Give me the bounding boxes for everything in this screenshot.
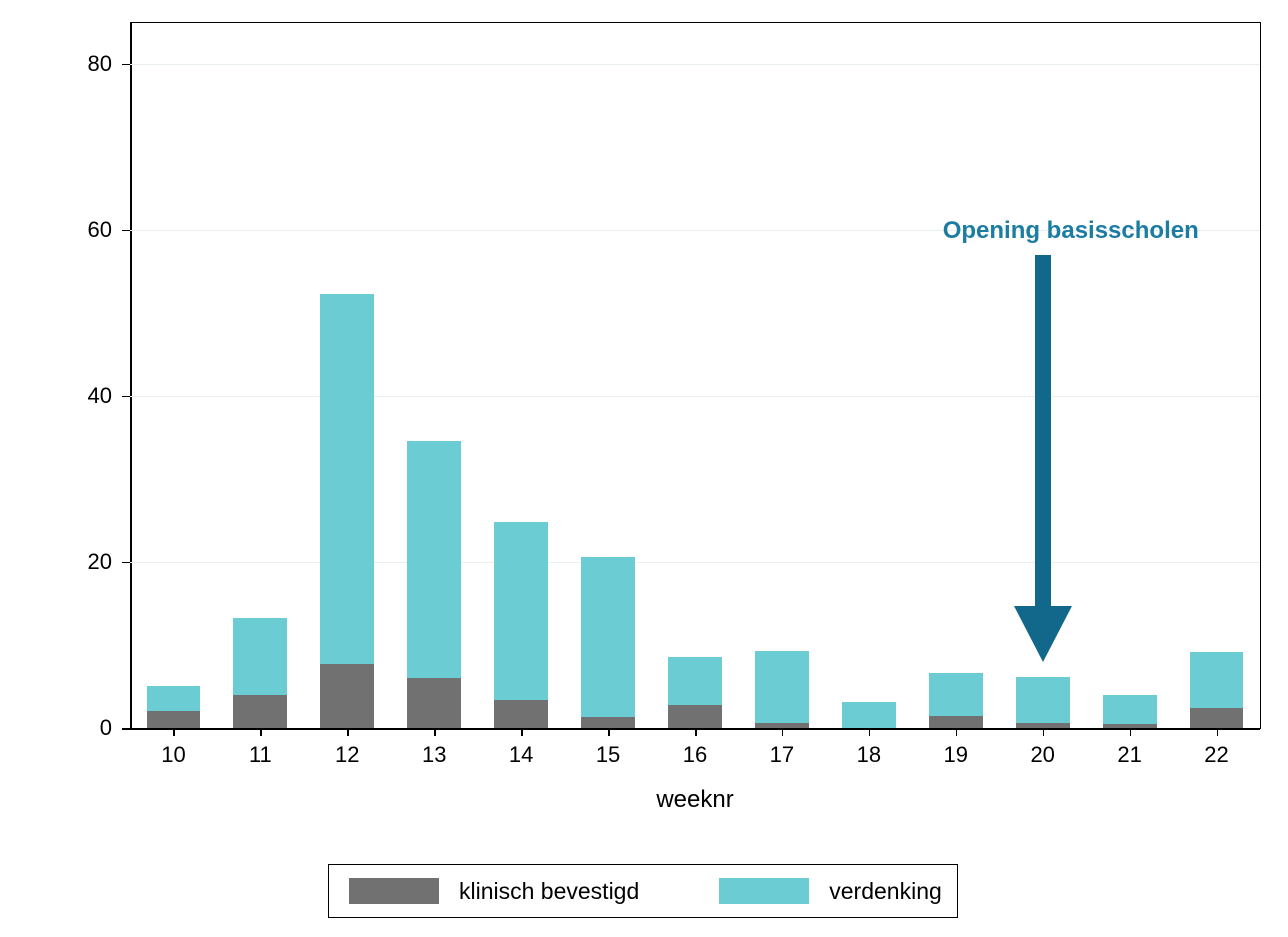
bar-verdenking [147, 686, 201, 711]
chart-container: 0 20 40 60 80 10 11 12 13 14 15 16 17 18 19 20 21 22 wee… [0, 0, 1288, 937]
x-tick-label: 11 [249, 742, 272, 768]
x-tick-label: 10 [161, 742, 185, 768]
bar-verdenking [494, 522, 548, 700]
x-tick-label: 12 [335, 742, 359, 768]
legend-label: verdenking [829, 878, 942, 905]
bar-klinisch_bevestigd [147, 711, 201, 728]
x-tick-mark [260, 728, 262, 736]
bar-klinisch_bevestigd [1103, 724, 1157, 728]
y-tick-label: 60 [0, 217, 112, 243]
x-tick-mark [869, 728, 871, 736]
bar-verdenking [1016, 677, 1070, 724]
x-tick-label: 21 [1117, 742, 1141, 768]
x-tick-mark [695, 728, 697, 736]
y-axis-line [130, 22, 132, 728]
x-tick-label: 19 [944, 742, 968, 768]
x-tick-label: 16 [683, 742, 707, 768]
bar-klinisch_bevestigd [407, 678, 461, 728]
x-tick-label: 22 [1204, 742, 1228, 768]
x-tick-mark [1130, 728, 1132, 736]
x-tick-label: 20 [1030, 742, 1054, 768]
bar-klinisch_bevestigd [668, 705, 722, 728]
y-tick-mark [122, 562, 130, 564]
bar-verdenking [1190, 652, 1244, 708]
bar-klinisch_bevestigd [755, 723, 809, 728]
y-tick-label: 0 [0, 715, 112, 741]
y-tick-label: 20 [0, 549, 112, 575]
bar-verdenking [668, 657, 722, 705]
x-tick-mark [1217, 728, 1219, 736]
bar-verdenking [320, 294, 374, 664]
annotation-label: Opening basisscholen [943, 217, 1199, 245]
bar-verdenking [581, 557, 635, 717]
legend-swatch [719, 878, 809, 904]
gridline [130, 64, 1260, 65]
y-tick-label: 80 [0, 51, 112, 77]
bar-klinisch_bevestigd [233, 695, 287, 728]
plot-area [130, 22, 1261, 729]
x-tick-mark [347, 728, 349, 736]
legend-item-verdenking: verdenking [719, 878, 942, 905]
legend-item-klinisch_bevestigd: klinisch bevestigd [349, 878, 639, 905]
bar-verdenking [233, 618, 287, 694]
bar-verdenking [407, 441, 461, 678]
legend: klinisch bevestigd verdenking [328, 864, 958, 918]
bar-klinisch_bevestigd [929, 716, 983, 728]
y-tick-mark [122, 64, 130, 66]
x-tick-mark [173, 728, 175, 736]
y-tick-mark [122, 230, 130, 232]
bar-verdenking [755, 651, 809, 723]
bar-verdenking [842, 702, 896, 728]
x-tick-mark [521, 728, 523, 736]
bar-klinisch_bevestigd [1190, 708, 1244, 728]
x-tick-label: 17 [770, 742, 794, 768]
bar-verdenking [929, 673, 983, 715]
legend-swatch [349, 878, 439, 904]
x-tick-mark [956, 728, 958, 736]
y-tick-mark [122, 728, 130, 730]
x-tick-label: 15 [596, 742, 620, 768]
y-tick-mark [122, 396, 130, 398]
x-tick-label: 13 [422, 742, 446, 768]
x-tick-label: 14 [509, 742, 533, 768]
bar-klinisch_bevestigd [581, 717, 635, 728]
bar-verdenking [1103, 695, 1157, 724]
x-tick-label: 18 [857, 742, 881, 768]
y-tick-label: 40 [0, 383, 112, 409]
x-axis-title: weeknr [656, 786, 733, 814]
x-tick-mark [1043, 728, 1045, 736]
gridline [130, 562, 1260, 563]
annotation-arrow-icon [1012, 255, 1074, 662]
bar-klinisch_bevestigd [320, 664, 374, 728]
x-tick-mark [782, 728, 784, 736]
bar-klinisch_bevestigd [494, 700, 548, 728]
legend-label: klinisch bevestigd [459, 878, 639, 905]
gridline [130, 396, 1260, 397]
x-tick-mark [434, 728, 436, 736]
bar-klinisch_bevestigd [1016, 723, 1070, 728]
x-tick-mark [608, 728, 610, 736]
